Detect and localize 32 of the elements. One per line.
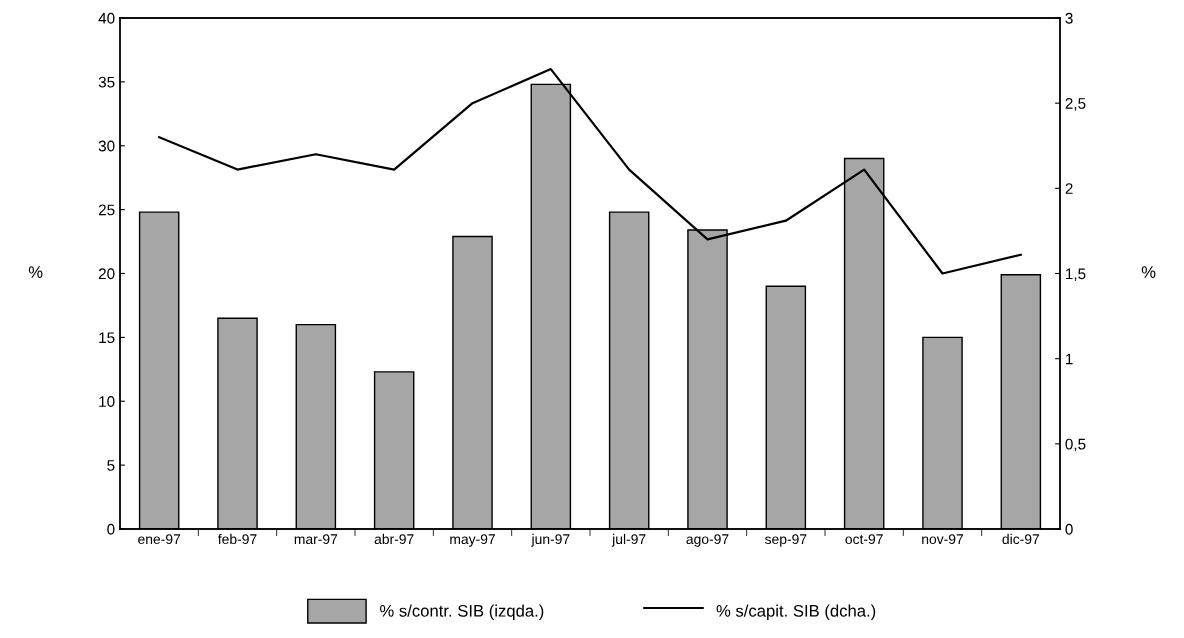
x-tick-label: may-97 <box>450 534 495 547</box>
y-tick-label: 35 <box>98 76 115 88</box>
x-tick-label: jul-97 <box>611 533 646 547</box>
y-axis-title: % <box>28 266 43 278</box>
x-tick-label: feb-97 <box>218 533 257 545</box>
y2-tick-label: 3 <box>1065 12 1073 24</box>
x-tick-label: nov-97 <box>922 534 964 545</box>
x-tick-label: abr-97 <box>374 533 414 545</box>
x-tick-label: dic-97 <box>1002 533 1040 545</box>
legend-label: % s/capit. SIB (dcha.) <box>716 604 876 621</box>
x-tick-label: mar-97 <box>294 534 338 545</box>
y2-tick-label: 1,5 <box>1066 268 1086 281</box>
y2-tick-label: 1 <box>1066 353 1073 365</box>
x-tick-label: jun-97 <box>531 533 570 547</box>
x-tick-label: sep-97 <box>764 534 807 547</box>
y-tick-label: 15 <box>99 332 115 344</box>
y-tick-label: 40 <box>98 12 115 24</box>
y2-tick-label: 0,5 <box>1065 438 1086 452</box>
y-tick-label: 25 <box>98 204 115 216</box>
x-tick-label: oct-97 <box>845 534 883 545</box>
y-tick-label: 5 <box>107 460 115 471</box>
y2-axis-title: % <box>1141 266 1156 278</box>
y2-tick-label: 0 <box>1065 523 1073 535</box>
y2-tick-label: 2 <box>1065 183 1073 194</box>
legend-label: % s/contr. SIB (izqda.) <box>380 604 544 621</box>
x-tick-label: ago-97 <box>686 534 729 547</box>
y-tick-label: 30 <box>98 140 115 152</box>
y2-tick-label: 2,5 <box>1065 98 1086 111</box>
y-tick-label: 20 <box>98 268 115 280</box>
x-tick-label: ene-97 <box>138 534 181 545</box>
y-tick-label: 0 <box>107 523 115 535</box>
y-tick-label: 10 <box>99 396 115 407</box>
